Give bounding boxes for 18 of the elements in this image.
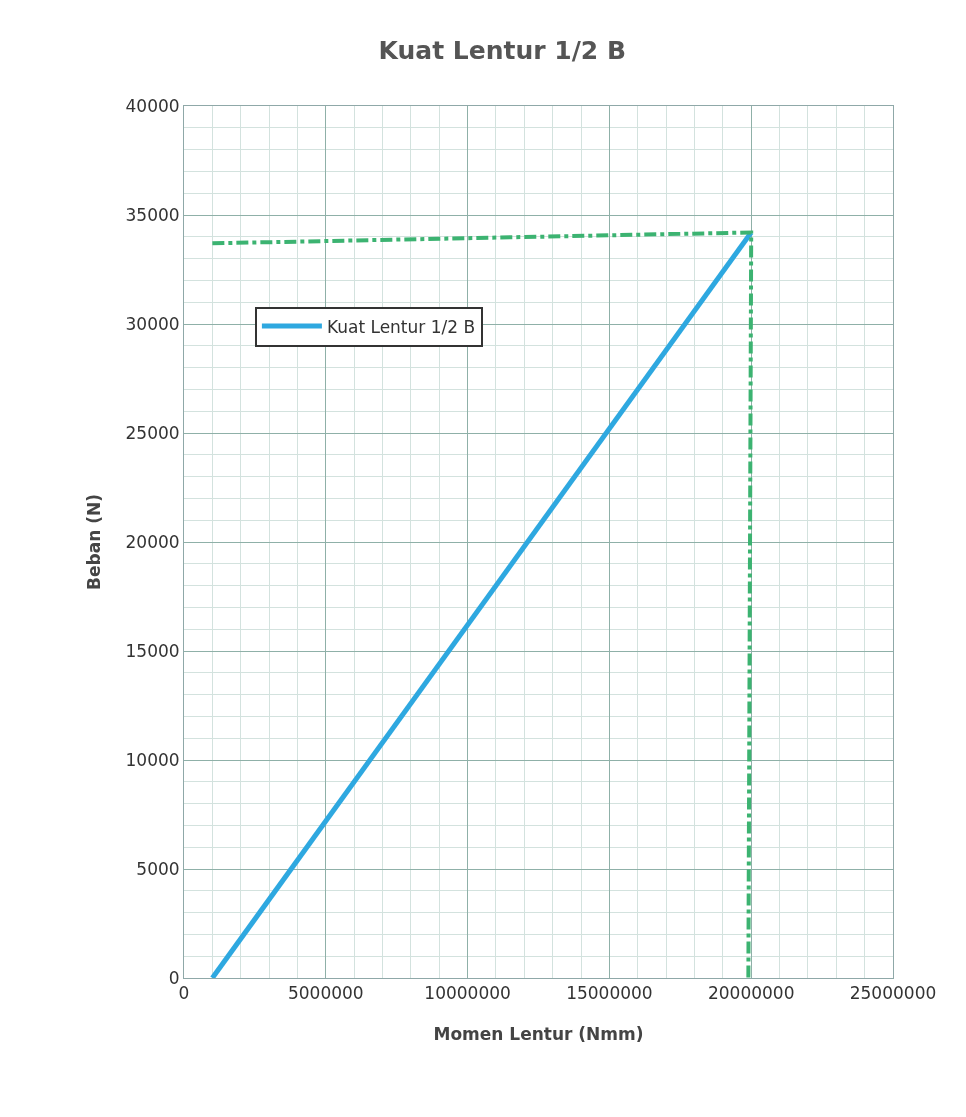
chart-title: Kuat Lentur 1/2 B [378,36,627,66]
y-tick-label: 15000 [125,640,180,661]
y-axis-title: Beban (N) [84,494,105,590]
x-tick-label: 10000000 [424,983,511,1004]
x-axis-title: Momen Lentur (Nmm) [433,1023,644,1044]
y-tick-label: 40000 [125,95,180,116]
y-tick-label: 20000 [125,531,180,552]
x-tick-label: 5000000 [287,983,364,1004]
y-tick-label: 30000 [125,313,180,334]
y-tick-label: 35000 [125,204,180,225]
y-tick-label: 10000 [125,749,180,770]
x-tick-label: 20000000 [707,983,795,1004]
y-tick-label: 5000 [136,858,180,879]
y-tick-label: 25000 [125,422,180,443]
x-tick-label: 25000000 [849,983,937,1004]
x-tick-label: 15000000 [566,983,653,1004]
legend-label: Kuat Lentur 1/2 B [326,316,476,337]
y-tick-label: 0 [168,967,180,988]
